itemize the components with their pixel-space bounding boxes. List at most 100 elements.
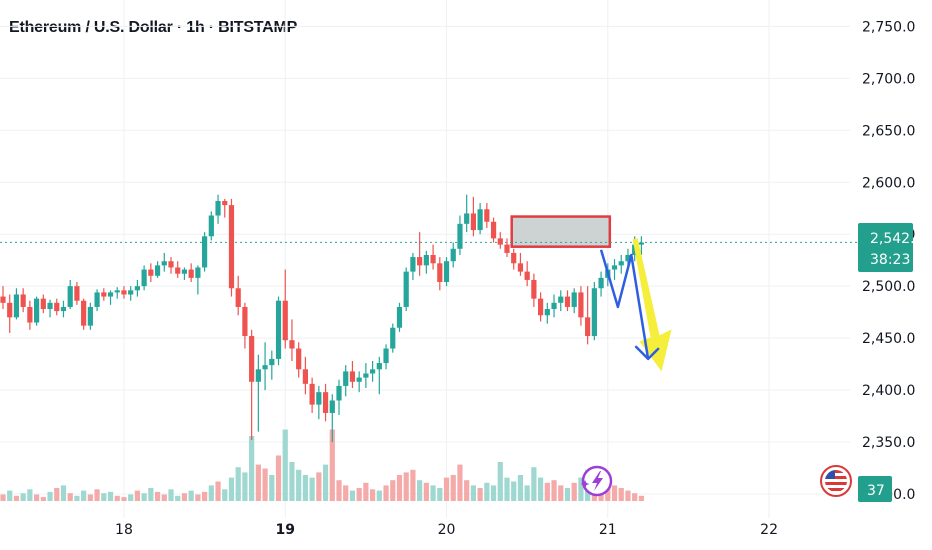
candle-body (390, 327, 396, 349)
time-tick-label: 21 (599, 522, 617, 538)
current-price-tag: 2,542.1 38:23 (858, 223, 923, 272)
candle-body (396, 306, 403, 328)
time-axis[interactable]: 18 19 20 21 22 (115, 522, 778, 538)
candle-body (490, 221, 497, 239)
time-tick-label: 19 (275, 522, 294, 538)
candle-body (430, 255, 436, 264)
volume-bar (27, 489, 33, 501)
price-tick-label: 2,750.0 (862, 19, 915, 35)
volume-bar (215, 481, 221, 501)
candle-body (195, 267, 201, 278)
volume-bar (296, 469, 302, 501)
volume-bar (74, 495, 80, 501)
volume-bar (114, 495, 120, 501)
yellow-projection-arrow (632, 238, 672, 372)
volume-bar (564, 488, 571, 501)
volume-bar (403, 472, 409, 501)
volume-tag: 37 (858, 476, 892, 502)
candle-body (0, 296, 6, 303)
volume-bars (0, 429, 644, 501)
candle-body (403, 271, 409, 307)
volume-bar (638, 495, 644, 501)
volume-bar (161, 494, 167, 501)
volume-bar (54, 488, 60, 501)
candle-body (235, 288, 241, 307)
candle-body (228, 205, 235, 289)
volume-bar (611, 485, 618, 501)
candle-body (585, 317, 591, 337)
candle-body (470, 213, 476, 231)
lightning-badge-icon[interactable] (580, 465, 613, 497)
volume-bar (269, 475, 275, 501)
candle-body (282, 300, 288, 341)
volume-bar (477, 488, 483, 501)
time-tick-label: 20 (438, 522, 456, 538)
volume-bar (222, 489, 228, 501)
volume-bar (316, 472, 322, 501)
chart-title: Ethereum / U.S. Dollar · 1h · BITSTAMP (9, 19, 298, 36)
candle-body (302, 369, 308, 384)
candle-body (329, 400, 335, 413)
candle-body (538, 298, 544, 316)
candle-body (309, 383, 315, 405)
volume-bar (40, 497, 46, 501)
candle-body (181, 269, 188, 274)
volume-bar (94, 489, 100, 501)
price-tick-label: 2,700.0 (862, 71, 915, 87)
volume-bar (329, 429, 335, 501)
resistance-zone-layer (510, 215, 612, 248)
volume-bar (410, 469, 416, 501)
candle-body (484, 209, 490, 222)
volume-bar (255, 464, 261, 501)
volume-bar (517, 475, 524, 501)
countdown-label: 38:23 (870, 252, 910, 268)
candle-body (477, 209, 483, 231)
volume-bar (531, 467, 537, 501)
candle-body (551, 302, 557, 310)
candle-body (618, 261, 624, 266)
volume-bar (625, 490, 631, 501)
volume-bar (376, 490, 382, 501)
volume-bar (484, 482, 490, 501)
candle-body (417, 257, 423, 266)
candle-body (242, 306, 248, 337)
volume-bar (383, 485, 389, 501)
candle-body (383, 348, 389, 364)
candle-body (343, 371, 349, 386)
candle-body (497, 238, 503, 245)
candle-body (423, 255, 429, 266)
candle-body (517, 263, 524, 272)
projection-arrows (599, 238, 672, 372)
candle-body (524, 271, 530, 280)
volume-bar (558, 485, 564, 501)
volume-bar (235, 467, 241, 501)
candle-body (275, 300, 282, 359)
price-tick-label: 2,600.0 (862, 175, 915, 191)
candle-body (598, 277, 604, 289)
volume-bar (121, 497, 127, 501)
candle-body (410, 257, 416, 272)
volume-bar (67, 493, 73, 501)
volume-bar (430, 485, 436, 501)
volume-bar (578, 477, 584, 501)
candle-body (168, 261, 174, 268)
candle-body (611, 265, 618, 270)
candle-body (322, 392, 329, 413)
candle-body (544, 309, 550, 316)
volume-bar (20, 493, 26, 501)
volume-bar (544, 482, 550, 501)
candle-body (564, 296, 571, 307)
volume-bar (228, 477, 235, 501)
volume-bar (202, 491, 208, 501)
time-tick-label: 22 (760, 522, 778, 538)
candle-body (289, 340, 295, 349)
candle-body (578, 292, 584, 318)
candle-body (370, 369, 376, 374)
volume-bar (390, 480, 396, 501)
price-tick-label: 2,450.0 (862, 331, 915, 347)
candle-body (638, 242, 644, 245)
candle-body (464, 213, 470, 224)
us-flag-icon[interactable] (820, 465, 852, 497)
volume-bar (148, 488, 154, 501)
